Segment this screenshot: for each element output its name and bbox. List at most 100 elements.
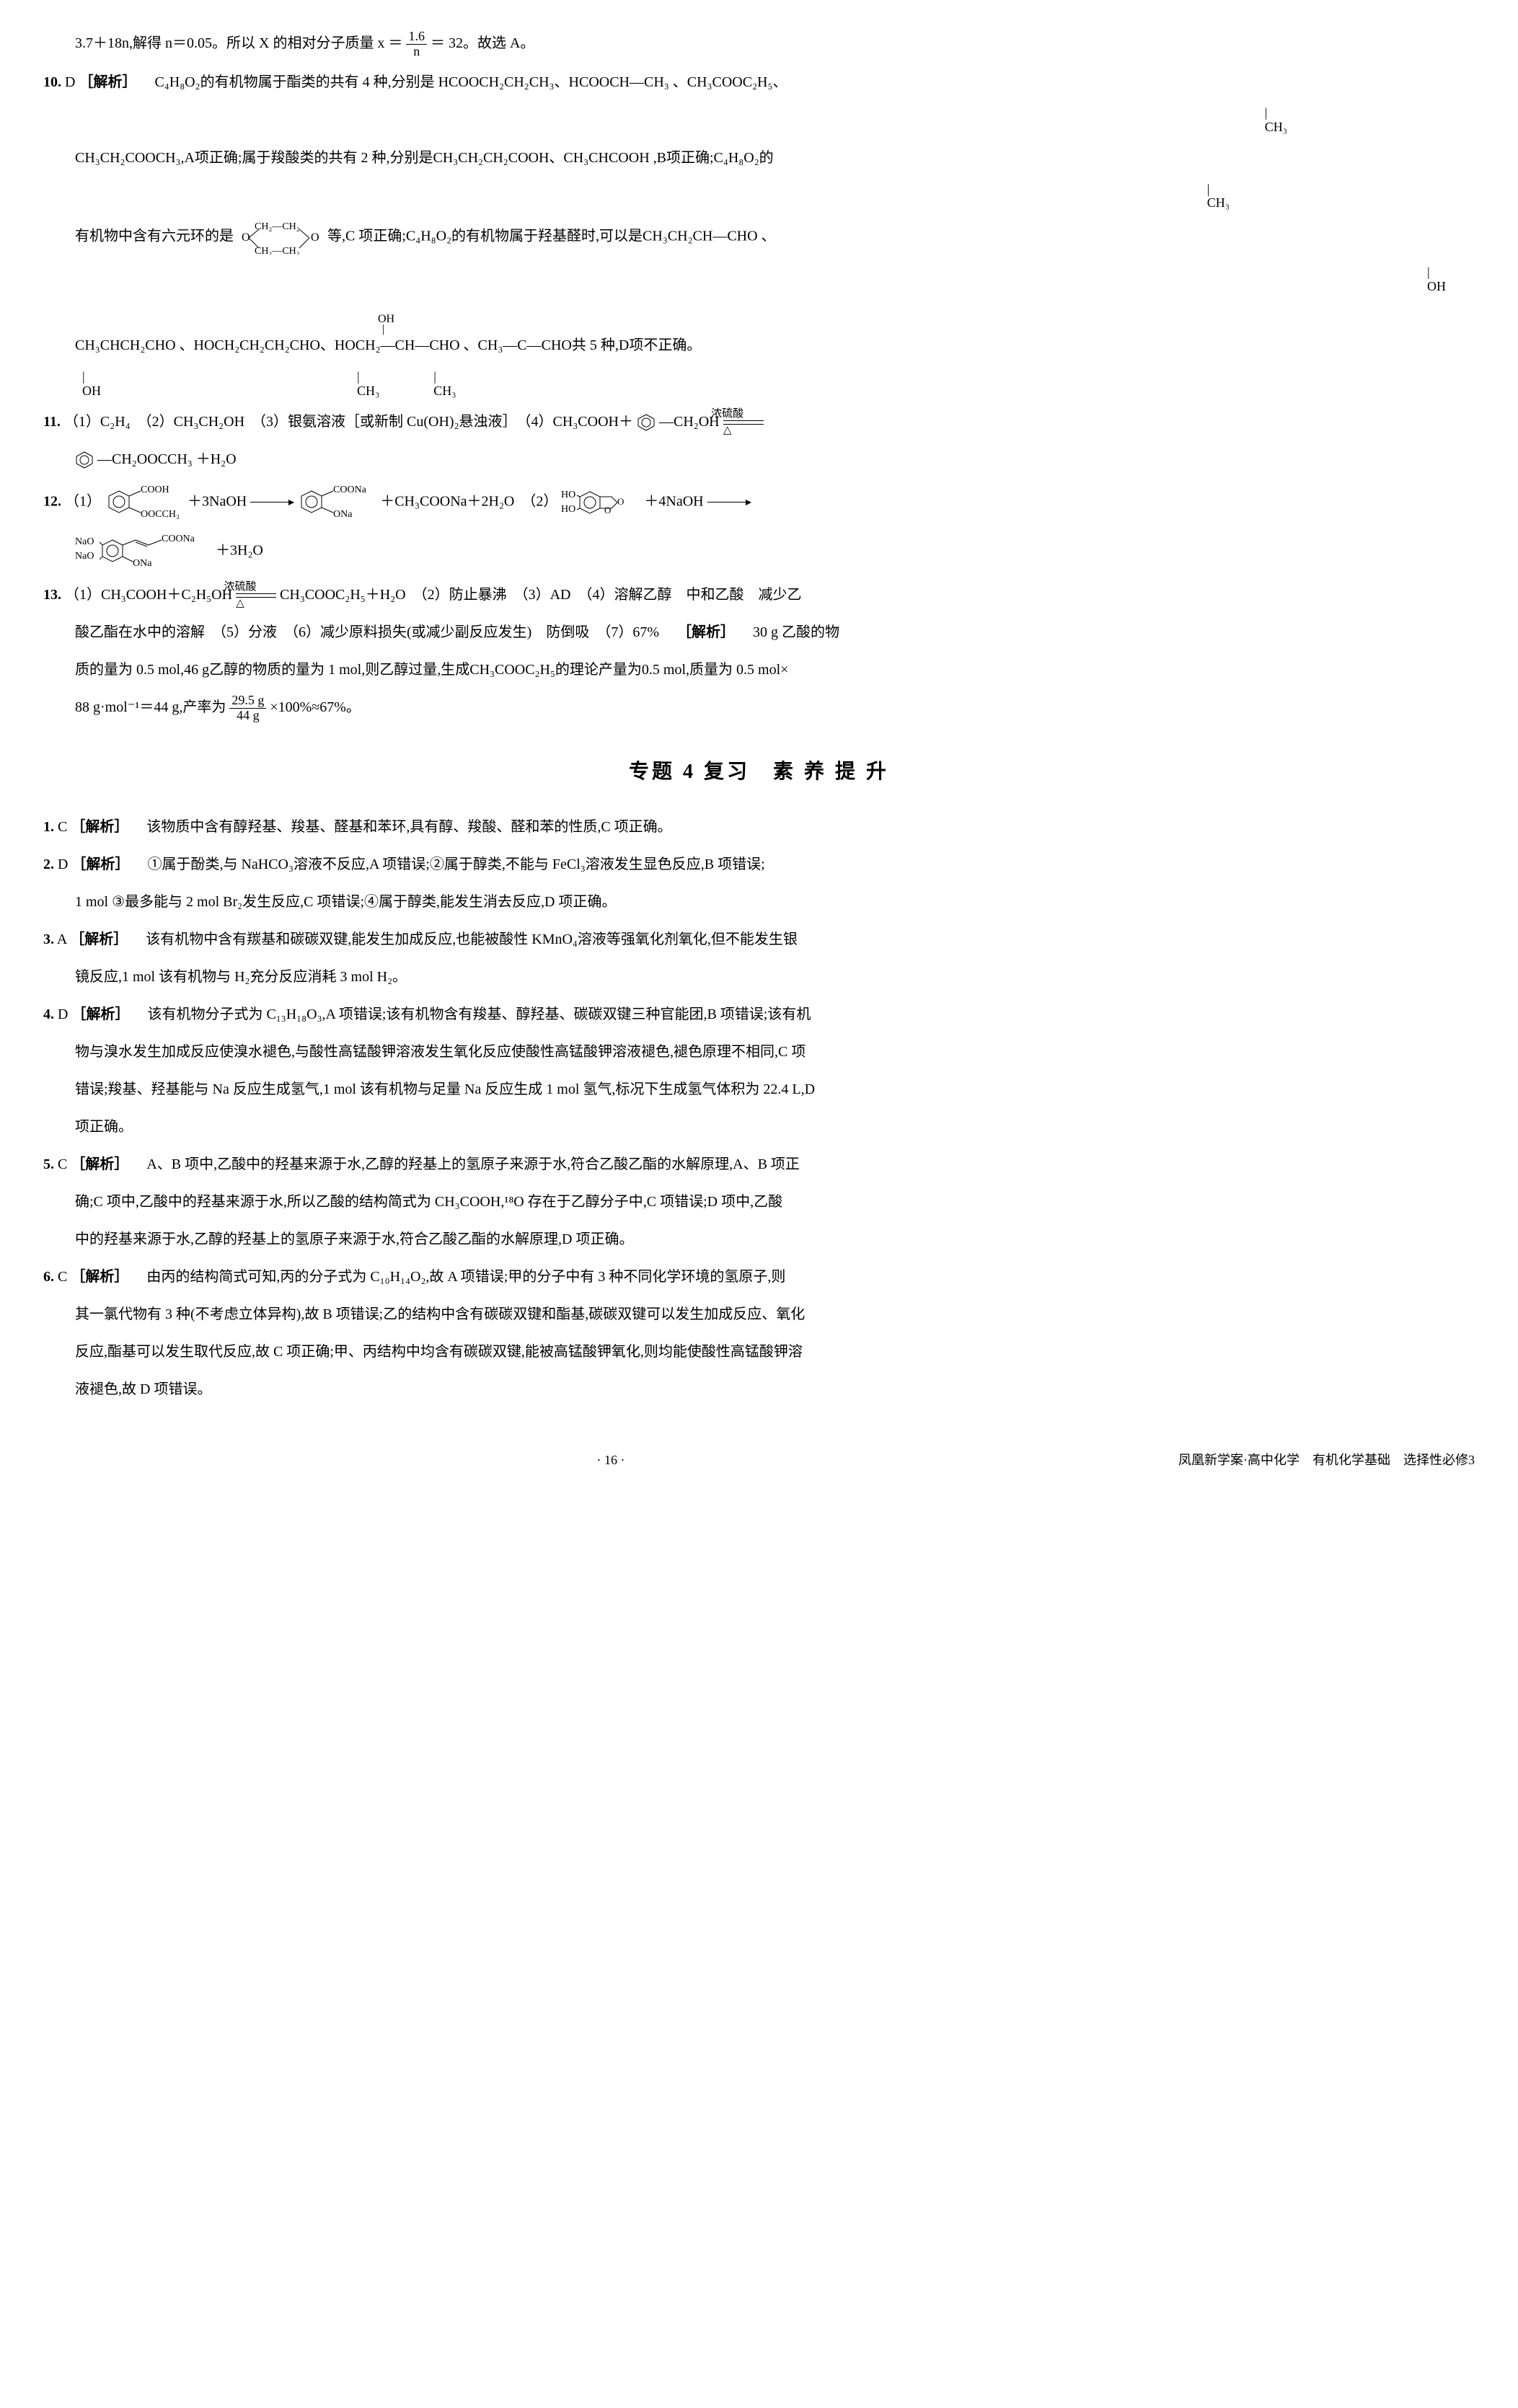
- arrow-icon: [250, 491, 294, 513]
- svg-text:O: O: [311, 231, 319, 244]
- svg-text:O: O: [604, 505, 611, 515]
- page-number: · 16 ·: [597, 1453, 625, 1467]
- q-num: 4.: [43, 1006, 54, 1022]
- frac-num: 1.6: [406, 30, 427, 45]
- q13-line2: 酸乙酯在水中的溶解 （5）分液 （6）减少原料损失(或减少副反应发生) 防倒吸 …: [43, 618, 1475, 647]
- chem-branch: |CH₃: [357, 370, 379, 399]
- svg-text:HO: HO: [561, 504, 575, 515]
- text: ①属于酚类,与 NaHCO₃溶液不反应,A 项错误;②属于醇类,不能与 FeCl…: [133, 856, 764, 872]
- analysis-tag: ［解析］: [71, 1269, 128, 1285]
- review-5: 5. C ［解析］ A、B 项中,乙酸中的羟基来源于水,乙醇的羟基上的氢原子来源…: [43, 1150, 1475, 1179]
- chem-branch: |CH₃: [1207, 182, 1230, 211]
- frac-den: 44 g: [229, 709, 266, 723]
- arrow-icon: [707, 491, 751, 513]
- chem-branch: |OH: [82, 370, 101, 399]
- text: OH: [1427, 280, 1446, 294]
- coumarin-icon: HO HO O O: [561, 494, 644, 510]
- q-num: 3.: [43, 931, 54, 947]
- q-ans: C: [58, 1269, 67, 1285]
- analysis-tag: ［解析］: [71, 1156, 128, 1172]
- ring-lower: CH₂—CH₂: [255, 246, 300, 255]
- text: 液褪色,故 D 项错误。: [75, 1381, 211, 1397]
- review-6: 6. C ［解析］ 由丙的结构简式可知,丙的分子式为 C₁₀H₁₄O₂,故 A …: [43, 1262, 1475, 1291]
- text: 该物质中含有醇羟基、羧基、醛基和苯环,具有醇、羧酸、醛和苯的性质,C 项正确。: [132, 819, 671, 835]
- svg-text:ONa: ONa: [333, 509, 353, 520]
- analysis-tag: ［解析］: [71, 819, 128, 835]
- text: 物与溴水发生加成反应使溴水褪色,与酸性高锰酸钾溶液发生氧化反应使酸性高锰酸钾溶液…: [75, 1044, 806, 1060]
- q-num: 12.: [43, 494, 61, 510]
- text: ＝ 32。故选 A。: [431, 35, 534, 51]
- text: CH₃: [1207, 196, 1230, 211]
- review-6-cont4: 液褪色,故 D 项错误。: [43, 1375, 1475, 1404]
- q-num: 6.: [43, 1269, 54, 1285]
- text: 30 g 乙酸的物: [738, 624, 839, 640]
- text: CH₃CH₂COOCH₃,A项正确;属于羧酸类的共有 2 种,分别是CH₃CH₂…: [75, 150, 774, 166]
- text: ＋4NaOH: [644, 494, 703, 510]
- book-title: 凤凰新学案·高中化学 有机化学基础 选择性必修3: [1178, 1447, 1475, 1473]
- q10-struct4: |OH |CH₃ |CH₃: [43, 368, 1475, 398]
- text: 等,C 项正确;C₄H₈O₂的有机物属于羟基醛时,可以是CH₃CH₂CH—CHO…: [327, 229, 776, 244]
- chem-branch: |CH₃: [1265, 106, 1287, 135]
- text: 中的羟基来源于水,乙醇的羟基上的氢原子来源于水,符合乙酸乙酯的水解原理,D 项正…: [75, 1231, 633, 1247]
- question-11: 11. （1）C₂H₄ （2）CH₃CH₂OH （3）银氨溶液［或新制 Cu(O…: [43, 407, 1475, 436]
- text: 有机物中含有六元环的是: [75, 229, 234, 244]
- text: OH: [82, 384, 101, 399]
- text: CH₃: [1265, 120, 1287, 135]
- text: —CH₂OOCCH₃ ＋H₂O: [97, 451, 237, 467]
- q-ans: C: [58, 1156, 67, 1172]
- q10-struct1: |CH₃: [43, 105, 1475, 135]
- text: （1）C₂H₄ （2）CH₃CH₂OH （3）银氨溶液［或新制 Cu(OH)₂悬…: [64, 414, 633, 430]
- q10-struct3: |OH: [43, 264, 1475, 293]
- text: 确;C 项中,乙酸中的羟基来源于水,所以乙酸的结构简式为 CH₃COOH,¹⁸O…: [75, 1194, 782, 1210]
- question-13: 13. （1）CH₃COOH＋C₂H₅OH 浓硫酸 △ CH₃COOC₂H₅＋H…: [43, 580, 1475, 609]
- reaction-arrow: 浓硫酸 △: [723, 409, 764, 436]
- text: ＋CH₃COONa＋2H₂O （2）: [380, 494, 557, 510]
- product-icon: NaO NaO ONa COONa: [75, 543, 216, 559]
- text: A、B 项中,乙酸中的羟基来源于水,乙醇的羟基上的氢原子来源于水,符合乙酸乙酯的…: [132, 1156, 800, 1172]
- text: ＋3H₂O: [216, 543, 263, 559]
- svg-text:NaO: NaO: [75, 551, 94, 562]
- text: （1）: [65, 494, 101, 510]
- text: CH₃COOC₂H₅＋H₂O （2）防止暴沸 （3）AD （4）溶解乙醇 中和乙…: [280, 587, 801, 603]
- q10-line3: 有机物中含有六元环的是 CH₂—CH₂ O O CH₂—CH₂ 等,C 项正确;…: [43, 219, 1475, 255]
- text: 由丙的结构简式可知,丙的分子式为 C₁₀H₁₄O₂,故 A 项错误;甲的分子中有…: [132, 1269, 785, 1285]
- analysis-tag: ［解析］: [71, 856, 129, 872]
- review-4-cont4: 项正确。: [43, 1112, 1475, 1141]
- q11-line2: —CH₂OOCCH₃ ＋H₂O: [43, 445, 1475, 474]
- benzene-icon: [75, 451, 94, 469]
- review-4-cont3: 错误;羧基、羟基能与 Na 反应生成氢气,1 mol 该有机物与足量 Na 反应…: [43, 1075, 1475, 1104]
- text: ＋3NaOH: [187, 494, 247, 510]
- text: CH₃: [357, 384, 379, 399]
- text: 该有机物中含有羰基和碳碳双键,能发生加成反应,也能被酸性 KMnO₄溶液等强氧化…: [131, 931, 798, 947]
- q10-line4: OH | CH₃CHCH₂CHO 、HOCH₂CH₂CH₂CHO、HOCH₂—C…: [43, 302, 1475, 360]
- q-num: 1.: [43, 819, 54, 835]
- svg-text:COONa: COONa: [162, 534, 195, 544]
- q-num: 10.: [43, 74, 61, 90]
- salicylate-icon: COONa ONa: [297, 494, 380, 510]
- review-4: 4. D ［解析］ 该有机物分子式为 C₁₃H₁₈O₃,A 项错误;该有机物含有…: [43, 1000, 1475, 1029]
- q10-struct2: |CH₃: [43, 181, 1475, 211]
- text: 镜反应,1 mol 该有机物与 H₂充分反应消耗 3 mol H₂。: [75, 969, 407, 985]
- section-title: 专题 4 复习 素 养 提 升: [43, 752, 1475, 792]
- text: 酸乙酯在水中的溶解 （5）分液 （6）减少原料损失(或减少副反应发生) 防倒吸 …: [75, 624, 674, 640]
- frac-den: n: [406, 45, 427, 59]
- chem-branch: |CH₃: [433, 370, 456, 399]
- reaction-arrow: 浓硫酸 △: [236, 582, 276, 609]
- text: 1 mol ③最多能与 2 mol Br₂发生反应,C 项错误;④属于醇类,能发…: [75, 894, 616, 910]
- q13-line4: 88 g·mol⁻¹＝44 g,产率为 29.5 g 44 g ×100%≈67…: [43, 693, 1475, 723]
- review-4-cont2: 物与溴水发生加成反应使溴水褪色,与酸性高锰酸钾溶液发生氧化反应使酸性高锰酸钾溶液…: [43, 1037, 1475, 1066]
- text: 错误;羧基、羟基能与 Na 反应生成氢气,1 mol 该有机物与足量 Na 反应…: [75, 1081, 815, 1097]
- page-footer: · 16 · 凤凰新学案·高中化学 有机化学基础 选择性必修3: [43, 1447, 1475, 1473]
- q-num: 11.: [43, 414, 61, 430]
- review-3-cont: 镜反应,1 mol 该有机物与 H₂充分反应消耗 3 mol H₂。: [43, 962, 1475, 991]
- question-10: 10. D ［解析］ C₄H₈O₂的有机物属于酯类的共有 4 种,分别是 HCO…: [43, 68, 1475, 97]
- q-num: 13.: [43, 587, 61, 603]
- analysis-tag: ［解析］: [79, 74, 136, 90]
- question-12: 12. （1） COOH OOCCH₃ ＋3NaOH COONa ONa ＋CH…: [43, 482, 1475, 523]
- text: （1）CH₃COOH＋C₂H₅OH: [65, 587, 232, 603]
- text: 该有机物分子式为 C₁₃H₁₈O₃,A 项错误;该有机物含有羧基、醇羟基、碳碳双…: [133, 1006, 811, 1022]
- svg-text:NaO: NaO: [75, 536, 94, 547]
- chem-branch: |OH: [1427, 265, 1446, 294]
- q-ans: A: [57, 931, 66, 947]
- six-ring-icon: CH₂—CH₂ O O CH₂—CH₂: [237, 219, 324, 255]
